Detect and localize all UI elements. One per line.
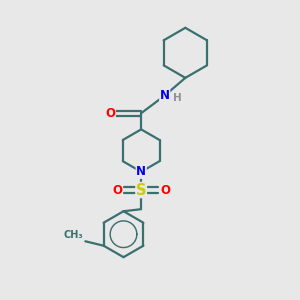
Text: CH₃: CH₃ [63, 230, 83, 240]
Text: N: N [136, 165, 146, 178]
Text: N: N [160, 89, 170, 102]
Text: O: O [112, 184, 122, 196]
Text: O: O [160, 184, 170, 196]
Text: O: O [105, 107, 115, 120]
Text: S: S [136, 182, 146, 197]
Text: H: H [173, 93, 182, 103]
